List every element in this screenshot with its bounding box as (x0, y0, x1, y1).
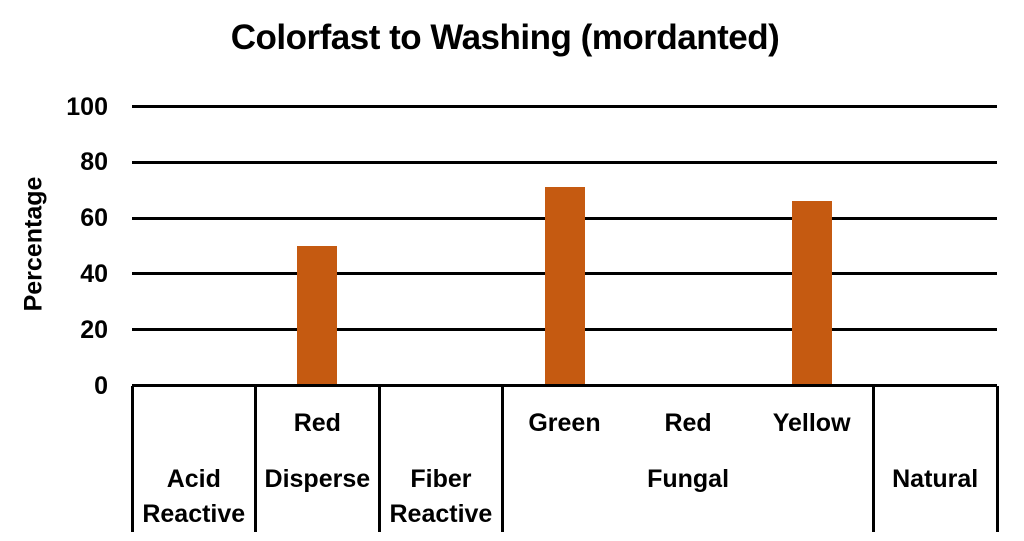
x-axis-divider (377, 386, 381, 532)
x-axis-divider (871, 386, 875, 532)
y-tick-label: 20 (80, 315, 108, 344)
x-axis-divider (254, 386, 258, 532)
y-tick-label: 80 (80, 148, 108, 177)
bar-disperse-red (297, 246, 338, 387)
x-sub-label: Red (664, 409, 712, 437)
chart-title: Colorfast to Washing (mordanted) (230, 18, 780, 57)
y-tick-label: 60 (80, 204, 108, 233)
x-sub-label: Yellow (772, 409, 851, 437)
x-group-label: Disperse (264, 465, 371, 493)
x-axis-divider (130, 386, 134, 532)
y-tick-label: 100 (66, 92, 108, 121)
x-axis-line (132, 384, 997, 387)
x-group-label: Fungal (647, 465, 730, 493)
x-sub-label: Red (293, 409, 341, 437)
x-sub-label: Green (528, 409, 601, 437)
gridline (132, 160, 997, 164)
bar-fungal-green (544, 187, 585, 387)
x-axis-divider (995, 386, 999, 532)
y-tick-label: 0 (94, 371, 108, 400)
x-group-label: Natural (892, 465, 979, 493)
x-group-label: Fiber Reactive (389, 465, 493, 528)
y-axis-title: Percentage (19, 176, 48, 312)
x-group-label: Acid Reactive (142, 465, 246, 528)
bar-fungal-yellow (791, 201, 832, 387)
x-axis-divider (501, 386, 505, 532)
y-tick-label: 40 (80, 259, 108, 288)
gridline (132, 105, 997, 108)
